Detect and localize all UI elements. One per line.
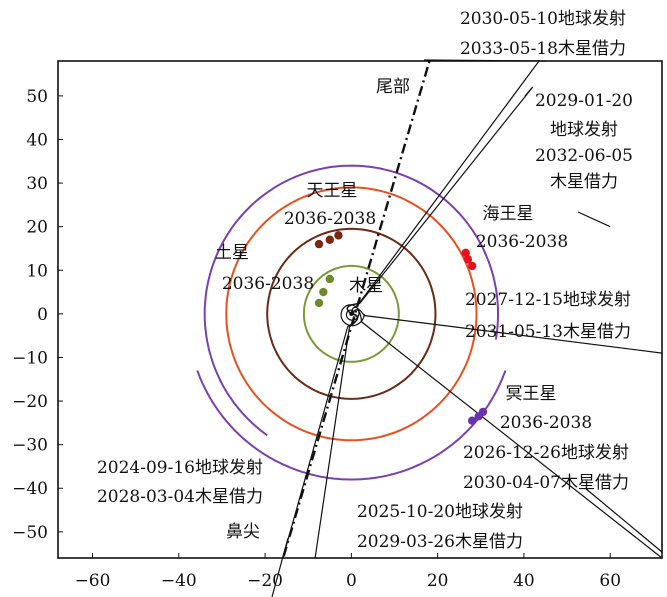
orbit-木星 xyxy=(302,264,400,363)
planet-label-jupiter: 木星 xyxy=(349,276,383,296)
y-tick-label: −50 xyxy=(12,523,48,543)
trajectory-line xyxy=(350,309,662,558)
planet-position-土星 xyxy=(314,298,324,308)
trajectory-launch-label: 2026-12-26地球发射 xyxy=(463,443,629,463)
trajectory-flyby-label: 2029-03-26木星借力 xyxy=(357,532,523,552)
sun-marker xyxy=(349,311,354,317)
trajectory-launch-label: 2024-09-16地球发射 xyxy=(97,458,263,478)
trajectory-launch-label: 2025-10-20地球发射 xyxy=(357,502,523,522)
y-tick-label: 30 xyxy=(26,174,48,194)
trajectory-line xyxy=(346,86,534,315)
trajectory-flyby-label: 2033-05-18木星借力 xyxy=(460,39,626,59)
planet-years-label: 2036-2038 xyxy=(222,274,314,294)
y-tick-label: −20 xyxy=(12,392,48,412)
y-tick-label: 10 xyxy=(26,261,48,281)
y-tick-label: 20 xyxy=(26,218,48,238)
planet-label-土星: 土星 xyxy=(215,243,249,263)
x-tick-label: −60 xyxy=(75,571,111,591)
planet-label-海王星: 海王星 xyxy=(483,204,534,224)
planet-position-天王星 xyxy=(325,235,334,244)
planet-position-土星 xyxy=(325,274,334,284)
leader-line xyxy=(577,211,611,228)
trajectory-flyby-date: 2032-06-05 xyxy=(535,146,633,166)
planet-years-label: 2036-2038 xyxy=(284,209,376,229)
trajectory-launch-date: 2029-01-20 xyxy=(535,91,633,111)
orbit-天王星 xyxy=(225,186,478,442)
trajectory-line xyxy=(314,313,359,558)
planet-position-天王星 xyxy=(334,231,343,240)
leader-line xyxy=(271,537,289,597)
x-tick-label: −20 xyxy=(247,571,283,591)
planet-years-label: 2036-2038 xyxy=(476,232,568,252)
trajectory-line xyxy=(350,306,662,354)
trajectory-launch-label: 2030-05-10地球发射 xyxy=(460,9,626,29)
y-tick-label: −30 xyxy=(12,436,48,456)
tail-label: 尾部 xyxy=(376,77,410,97)
nose-tail-axis xyxy=(281,61,431,558)
x-tick-label: −40 xyxy=(161,571,197,591)
trajectory-flyby-label: 木星借力 xyxy=(550,172,618,192)
planet-position-海王星 xyxy=(463,255,473,264)
y-tick-label: 40 xyxy=(26,130,48,150)
x-tick-label: 60 xyxy=(599,571,621,591)
planet-position-海王星 xyxy=(461,248,470,258)
trajectory-flyby-label: 2030-04-07木星借力 xyxy=(463,473,629,493)
orbit-土星 xyxy=(266,227,437,400)
planet-position-冥王星 xyxy=(478,407,488,417)
planet-label-冥王星: 冥王星 xyxy=(506,384,557,404)
trajectory-flyby-label: 2031-05-13木星借力 xyxy=(465,322,631,342)
planet-label-天王星: 天王星 xyxy=(307,181,358,201)
trajectory-flyby-label: 2028-03-04木星借力 xyxy=(97,487,263,507)
trajectory-launch-label: 2027-12-15地球发射 xyxy=(465,290,631,310)
orbit-冥王星 xyxy=(196,370,507,481)
x-tick-label: 20 xyxy=(427,571,449,591)
y-tick-label: −10 xyxy=(12,348,48,368)
axis-layer: −60 −40 −20 0 20 40 60 50 40 30 20 10 0 −10 −20 −30 −40 −… xyxy=(12,87,621,591)
trajectory-launch-label: 地球发射 xyxy=(550,120,618,140)
planet-position-海王星 xyxy=(467,261,477,271)
leader-line xyxy=(524,86,534,97)
y-tick-label: −40 xyxy=(12,479,48,499)
planet-years-label: 2036-2038 xyxy=(500,413,592,433)
y-tick-label: 50 xyxy=(26,87,48,107)
leader-line xyxy=(584,487,663,553)
orbit-海王星 xyxy=(203,164,499,437)
nose-label: 鼻尖 xyxy=(226,522,260,542)
x-tick-label: 40 xyxy=(513,571,535,591)
planet-position-天王星 xyxy=(314,239,324,249)
label-layer: 天王星 2036-2038 土星 2036-2038 海王星 2036-2038 冥王星 20… xyxy=(97,9,633,552)
y-tick-label: 0 xyxy=(37,305,48,325)
inner-orbits xyxy=(340,304,365,327)
planet-position-土星 xyxy=(319,287,328,297)
plot-frame xyxy=(57,60,663,559)
planet-position-冥王星 xyxy=(467,416,477,425)
x-tick-label: 0 xyxy=(346,571,357,591)
plot-layer xyxy=(196,61,662,558)
